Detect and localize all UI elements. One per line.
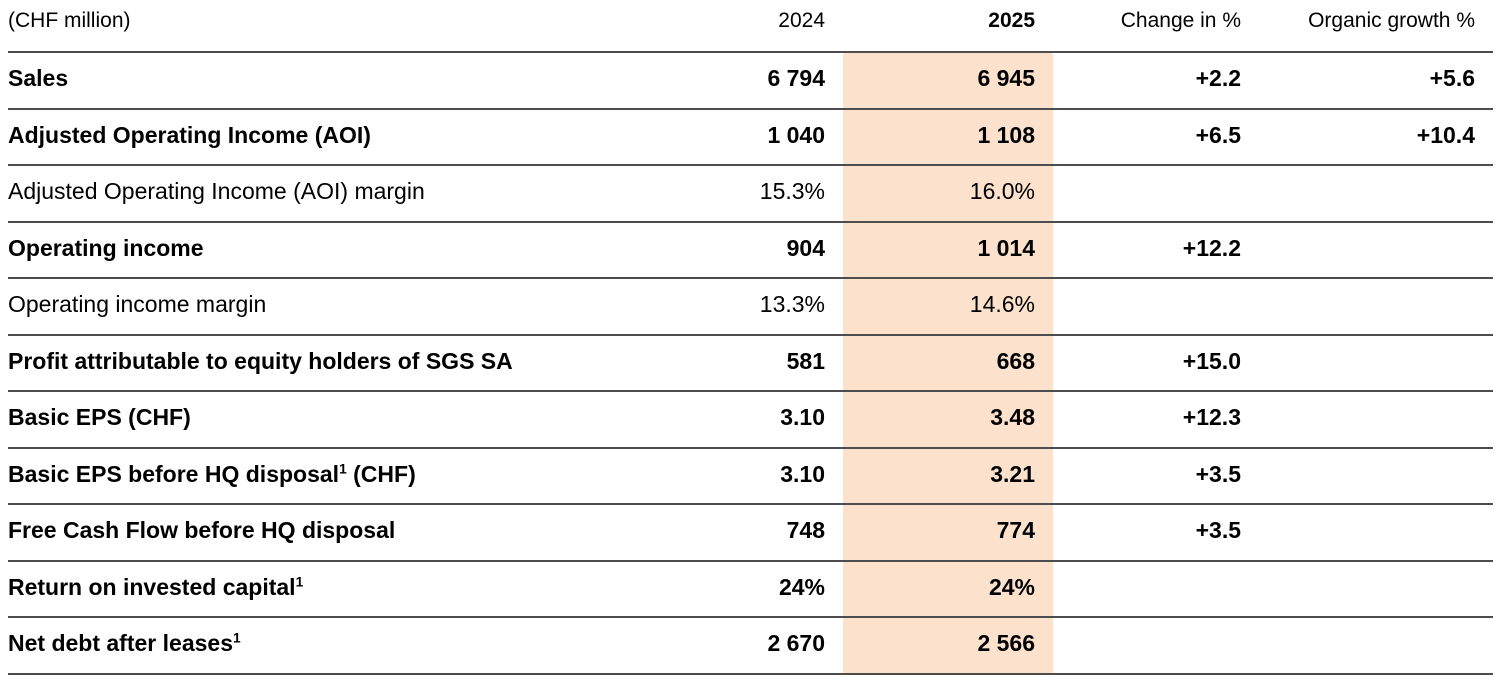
row-label: Free Cash Flow before HQ disposal: [8, 517, 396, 543]
header-row: (CHF million) 2024 2025 Change in % Orga…: [8, 0, 1493, 52]
value-change-cell: +15.0: [1053, 333, 1259, 391]
footnote-marker: 1: [339, 460, 347, 476]
table-row: Sales 6 794 6 945 +2.2 +5.6: [8, 51, 1493, 109]
value-organic-growth-cell: [1259, 333, 1493, 391]
row-label-cell: Profit attributable to equity holders of…: [8, 333, 628, 391]
row-label: Adjusted Operating Income (AOI): [8, 121, 371, 148]
value-change-cell: +3.5: [1053, 503, 1259, 561]
footnote-marker: 1: [295, 573, 304, 589]
table-row: Adjusted Operating Income (AOI) 1 040 1 …: [8, 107, 1493, 165]
value-2025-cell: 668: [843, 333, 1053, 391]
value-2025-cell: 16.0%: [843, 164, 1053, 222]
table-row: Operating income 904 1 014 +12.2: [8, 220, 1493, 278]
value-change-cell: +12.3: [1053, 390, 1259, 448]
value-2025-cell: 774: [843, 503, 1053, 561]
row-label-cell: Net debt after leases1: [8, 616, 628, 675]
value-organic-growth-cell: [1259, 616, 1493, 675]
value-organic-growth-cell: [1259, 220, 1493, 278]
column-header-organic-growth: Organic growth %: [1308, 9, 1475, 32]
column-header-change: Change in %: [1120, 9, 1241, 32]
table-row: Free Cash Flow before HQ disposal 748 77…: [8, 503, 1493, 561]
value-organic-growth-cell: [1259, 277, 1493, 335]
value-2024-cell: 3.10: [628, 390, 843, 448]
table-row: Operating income margin 13.3% 14.6%: [8, 277, 1493, 335]
row-label-cell: Sales: [8, 51, 628, 109]
column-header-2024: 2024: [778, 9, 825, 32]
value-organic-growth-cell: [1259, 503, 1493, 561]
table-header: (CHF million) 2024 2025 Change in % Orga…: [8, 0, 1493, 52]
value-2024-cell: 1 040: [628, 107, 843, 165]
row-label-cell: Return on invested capital1: [8, 559, 628, 617]
value-organic-growth-cell: [1259, 446, 1493, 504]
value-2025-cell: 1 014: [843, 220, 1053, 278]
table-row: Basic EPS before HQ disposal1 (CHF) 3.10…: [8, 446, 1493, 504]
value-organic-growth-cell: [1259, 559, 1493, 617]
row-label: Net debt after leases: [8, 630, 233, 656]
row-label-suffix: (CHF): [346, 460, 416, 487]
value-organic-growth-cell: +10.4: [1259, 107, 1493, 165]
unit-label: (CHF million): [8, 9, 131, 32]
row-label-cell: Adjusted Operating Income (AOI) margin: [8, 164, 628, 222]
table-body: Sales 6 794 6 945 +2.2 +5.6 Adjusted Ope…: [8, 51, 1493, 675]
table-row: Profit attributable to equity holders of…: [8, 333, 1493, 391]
value-2024-cell: 2 670: [628, 616, 843, 675]
row-label-cell: Operating income: [8, 220, 628, 278]
value-change-cell: +6.5: [1053, 107, 1259, 165]
value-2025-cell: 2 566: [843, 616, 1053, 675]
value-2025-cell: 3.21: [843, 446, 1053, 504]
value-2024-cell: 3.10: [628, 446, 843, 504]
value-2025-cell: 24%: [843, 559, 1053, 617]
row-label: Return on invested capital: [8, 573, 296, 600]
column-header-2025: 2025: [988, 9, 1035, 32]
value-2024-cell: 24%: [628, 559, 843, 617]
row-label: Operating income: [8, 234, 204, 261]
value-2025-cell: 3.48: [843, 390, 1053, 448]
value-change-cell: +3.5: [1053, 446, 1259, 504]
value-organic-growth-cell: [1259, 390, 1493, 448]
footnote-marker: 1: [232, 630, 241, 646]
table-row: Adjusted Operating Income (AOI) margin 1…: [8, 164, 1493, 222]
value-change-cell: [1053, 164, 1259, 222]
value-2024-cell: 904: [628, 220, 843, 278]
value-organic-growth-cell: +5.6: [1259, 51, 1493, 109]
row-label: Operating income margin: [8, 291, 267, 317]
row-label-cell: Adjusted Operating Income (AOI): [8, 107, 628, 165]
value-change-cell: [1053, 616, 1259, 675]
financial-highlights-table: (CHF million) 2024 2025 Change in % Orga…: [8, 0, 1493, 675]
row-label: Profit attributable to equity holders of…: [8, 347, 513, 374]
row-label: Basic EPS (CHF): [8, 404, 191, 430]
value-change-cell: [1053, 559, 1259, 617]
table-row: Net debt after leases1 2 670 2 566: [8, 616, 1493, 675]
value-2025-cell: 14.6%: [843, 277, 1053, 335]
row-label: Sales: [8, 65, 69, 91]
value-2024-cell: 15.3%: [628, 164, 843, 222]
row-label-cell: Basic EPS (CHF): [8, 390, 628, 448]
row-label: Basic EPS before HQ disposal: [8, 460, 340, 487]
value-2024-cell: 6 794: [628, 51, 843, 109]
value-organic-growth-cell: [1259, 164, 1493, 222]
value-2024-cell: 13.3%: [628, 277, 843, 335]
value-2025-cell: 6 945: [843, 51, 1053, 109]
table-row: Return on invested capital1 24% 24%: [8, 559, 1493, 617]
row-label-cell: Free Cash Flow before HQ disposal: [8, 503, 628, 561]
value-change-cell: +12.2: [1053, 220, 1259, 278]
value-2025-cell: 1 108: [843, 107, 1053, 165]
value-2024-cell: 581: [628, 333, 843, 391]
table-row: Basic EPS (CHF) 3.10 3.48 +12.3: [8, 390, 1493, 448]
row-label-cell: Operating income margin: [8, 277, 628, 335]
row-label-cell: Basic EPS before HQ disposal1 (CHF): [8, 446, 628, 504]
value-2024-cell: 748: [628, 503, 843, 561]
value-change-cell: +2.2: [1053, 51, 1259, 109]
row-label: Adjusted Operating Income (AOI) margin: [8, 178, 425, 204]
value-change-cell: [1053, 277, 1259, 335]
